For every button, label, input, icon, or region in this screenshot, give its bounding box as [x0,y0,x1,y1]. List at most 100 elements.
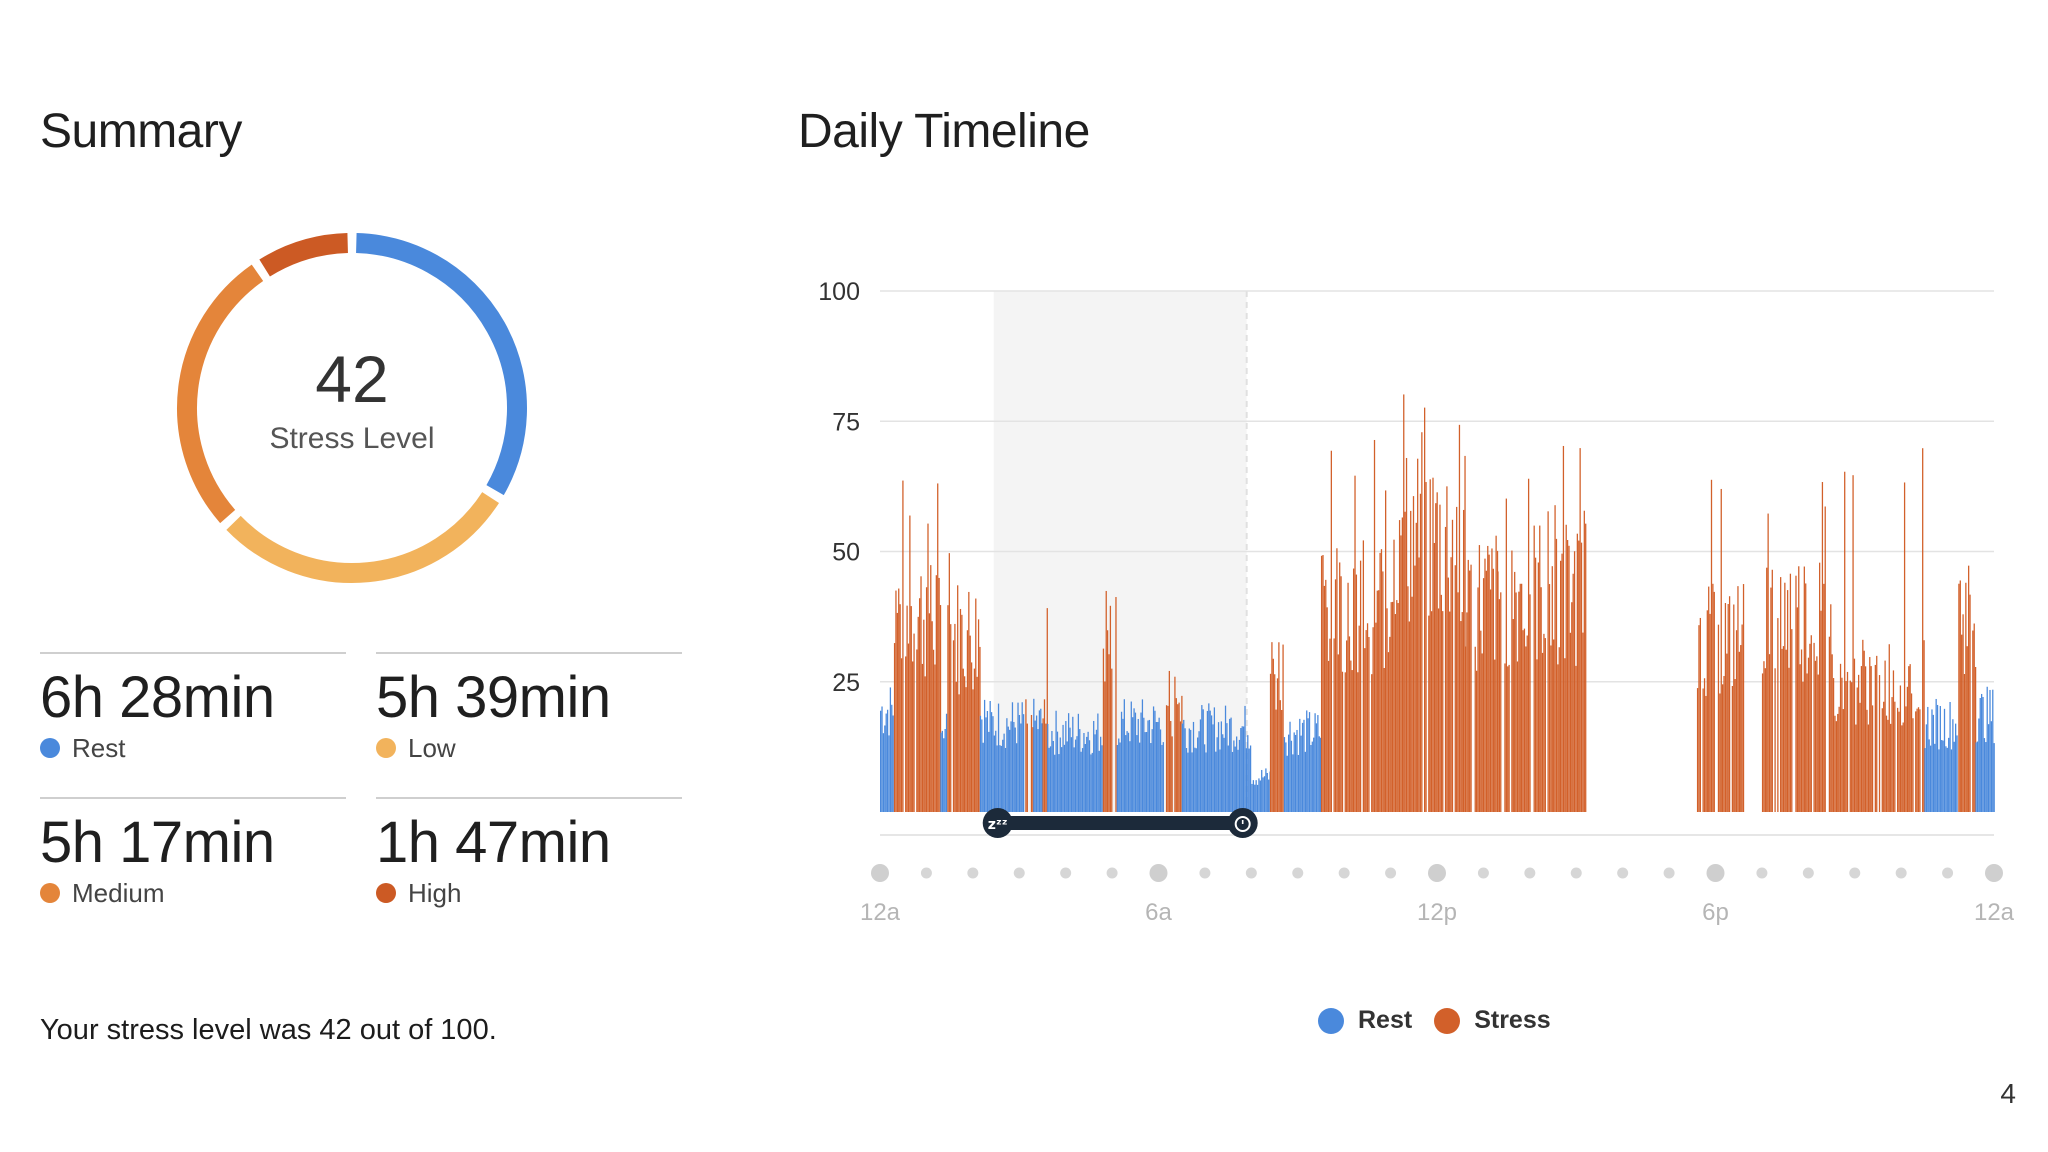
rest-bar [1219,749,1221,812]
rest-bar [1126,731,1128,812]
rest-bar [1118,738,1120,812]
stress-bar [1786,590,1789,812]
stress-bar [1435,503,1437,812]
stress-bar [1774,668,1776,812]
rest-bar [1087,731,1089,812]
rest-bar [1310,745,1312,812]
stress-bar [1958,583,1960,812]
rest-bar [1101,745,1103,812]
rest-bar [999,745,1001,812]
rest-bar [1086,736,1088,812]
rest-bar [1300,735,1302,812]
rest-bar [997,703,1000,812]
rest-bar [1294,734,1297,812]
rest-bar [1127,732,1130,812]
stress-bar [900,658,903,812]
stress-bar [1724,603,1727,812]
stress-bar [1475,670,1478,812]
stress-bar [1578,540,1580,812]
stress-bar [1467,559,1469,812]
rest-bar [1945,746,1947,812]
stat-high-label: High [408,877,462,908]
stress-bar [1824,506,1826,812]
hour-dot [1013,867,1025,879]
stress-bar [1389,636,1391,812]
stress-bar [1722,684,1724,812]
stress-bar [1364,648,1366,812]
stress-bar [1271,642,1273,812]
stress-bar [1430,611,1433,812]
stress-bar [1560,560,1562,812]
stress-bar [1026,723,1028,812]
stress-bar [1764,668,1766,812]
rest-bar [1306,710,1308,812]
stress-bar [952,640,955,812]
stress-bar [1733,604,1735,812]
stress-bar [1526,635,1528,812]
stress-bar [1497,571,1499,812]
rest-bar [1199,719,1202,812]
stress-bar [1963,674,1966,812]
stress-bar [1890,723,1892,812]
stress-bar [1719,693,1721,812]
rest-bar [1285,742,1287,812]
rest-bar [1236,736,1238,812]
stress-bar [1170,720,1172,812]
stress-bar [1763,661,1765,812]
stress-bar [977,619,980,812]
stress-bar [950,624,952,812]
rest-bar [1931,709,1933,812]
stress-bar [1888,644,1890,812]
stress-bar [921,663,924,812]
stress-bar [1583,510,1585,812]
summary-title: Summary [40,105,242,158]
rest-bar [1120,711,1123,812]
rest-bar [1982,697,1984,812]
hour-dot [1477,867,1489,879]
stress-bar [957,585,959,812]
rest-bar [1230,717,1232,812]
stress-bar [1576,533,1578,812]
rest-bar [881,706,883,812]
rest-bar [1223,737,1225,812]
stress-bar [1460,621,1462,812]
stress-bar [1168,670,1170,812]
stress-bar [1575,665,1577,812]
stress-bar [1816,656,1818,812]
rest-bar [1251,783,1253,812]
rest-bar [1069,727,1071,812]
stress-bar [905,656,907,812]
stress-bar [1379,552,1381,812]
rest-bar [1040,708,1042,812]
stress-bar [1461,612,1463,812]
rest-bar [1187,752,1189,812]
rest-bar [1181,723,1183,812]
stress-bar [1410,510,1412,812]
stat-high: 1h 47min High [376,797,682,909]
stress-bar [1723,676,1725,812]
rest-bar [1992,689,1994,812]
rest-bar [1133,708,1135,812]
rest-bar [1304,751,1306,812]
stress-bar [1372,627,1374,812]
divider [376,652,682,654]
stress-bar [1450,557,1452,812]
rest-bar [1083,733,1085,812]
legend-item-rest: Rest [1318,1006,1412,1035]
rest-bar [1941,740,1943,812]
stress-bar [1105,590,1107,812]
stress-bar [1898,711,1900,812]
rest-bar [1987,724,1990,812]
stress-bar [1966,646,1968,812]
stress-bar [1912,718,1914,812]
rest-bar [1308,712,1311,812]
rest-bar [1986,686,1988,812]
stress-bar [1391,601,1394,812]
rest-bar [1154,710,1156,812]
stress-bar [1106,630,1109,812]
hour-dot [1570,867,1582,879]
hour-dot [1338,867,1350,879]
stress-bar [1555,538,1558,812]
stress-bar [1527,478,1530,812]
rest-bar [1263,776,1266,812]
